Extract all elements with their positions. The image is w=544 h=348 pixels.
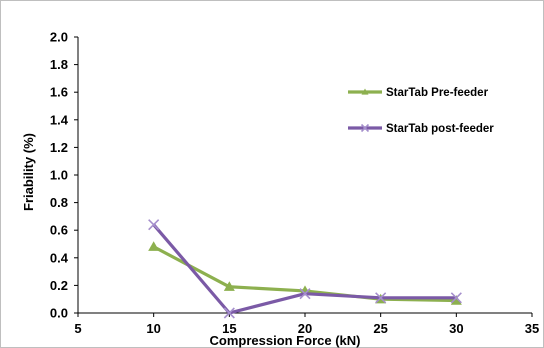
x-marker-stroke xyxy=(375,292,387,304)
y-axis-title: Friability (%) xyxy=(21,133,36,211)
legend-label: StarTab post-feeder xyxy=(386,123,494,135)
y-tick-label: 1.4 xyxy=(50,112,69,127)
y-tick-label: 0.4 xyxy=(50,250,69,265)
x-axis-title: Compression Force (kN) xyxy=(210,333,361,348)
x-marker xyxy=(360,123,370,133)
triangle-marker xyxy=(148,241,160,251)
x-tick-label: 25 xyxy=(373,321,387,336)
x-axis-ticks: 5 10 15 20 25 30 35 xyxy=(74,313,539,336)
x-marker xyxy=(450,292,462,304)
x-tick-label: 15 xyxy=(222,321,236,336)
y-tick-label: 2.0 xyxy=(50,30,68,45)
x-marker xyxy=(223,307,235,319)
series-startab-post-feeder xyxy=(148,219,462,319)
x-tick-label: 35 xyxy=(525,321,539,336)
x-marker-stroke xyxy=(450,292,462,304)
x-tick-label: 30 xyxy=(449,321,463,336)
y-tick-label: 1.0 xyxy=(50,168,68,183)
legend: StarTab Pre-feeder StarTab post-feeder xyxy=(348,87,494,135)
x-marker-stroke xyxy=(148,219,160,231)
x-tick-label: 10 xyxy=(146,321,160,336)
x-tick-label: 5 xyxy=(74,321,81,336)
y-tick-label: 0.0 xyxy=(50,306,68,321)
y-tick-label: 1.6 xyxy=(50,85,68,100)
x-marker-stroke xyxy=(223,307,235,319)
triangle-marker xyxy=(450,295,462,305)
y-tick-label: 1.2 xyxy=(50,140,68,155)
x-marker xyxy=(148,219,160,231)
series-group xyxy=(148,219,462,319)
y-axis-ticks: 0.0 0.2 0.4 0.6 0.8 1.0 1.2 1.4 1.6 1.8 2.0 xyxy=(50,30,78,321)
x-marker-stroke xyxy=(299,288,311,300)
x-tick-label: 20 xyxy=(298,321,312,336)
triangle-marker xyxy=(223,281,235,291)
y-tick-label: 0.8 xyxy=(50,195,68,210)
y-tick-label: 0.2 xyxy=(50,278,68,293)
x-marker-stroke xyxy=(360,123,370,133)
triangle-marker xyxy=(361,88,369,95)
legend-label: StarTab Pre-feeder xyxy=(386,87,489,99)
y-tick-label: 0.6 xyxy=(50,223,68,238)
x-marker xyxy=(299,288,311,300)
y-tick-label: 1.8 xyxy=(50,57,68,72)
x-marker xyxy=(375,292,387,304)
